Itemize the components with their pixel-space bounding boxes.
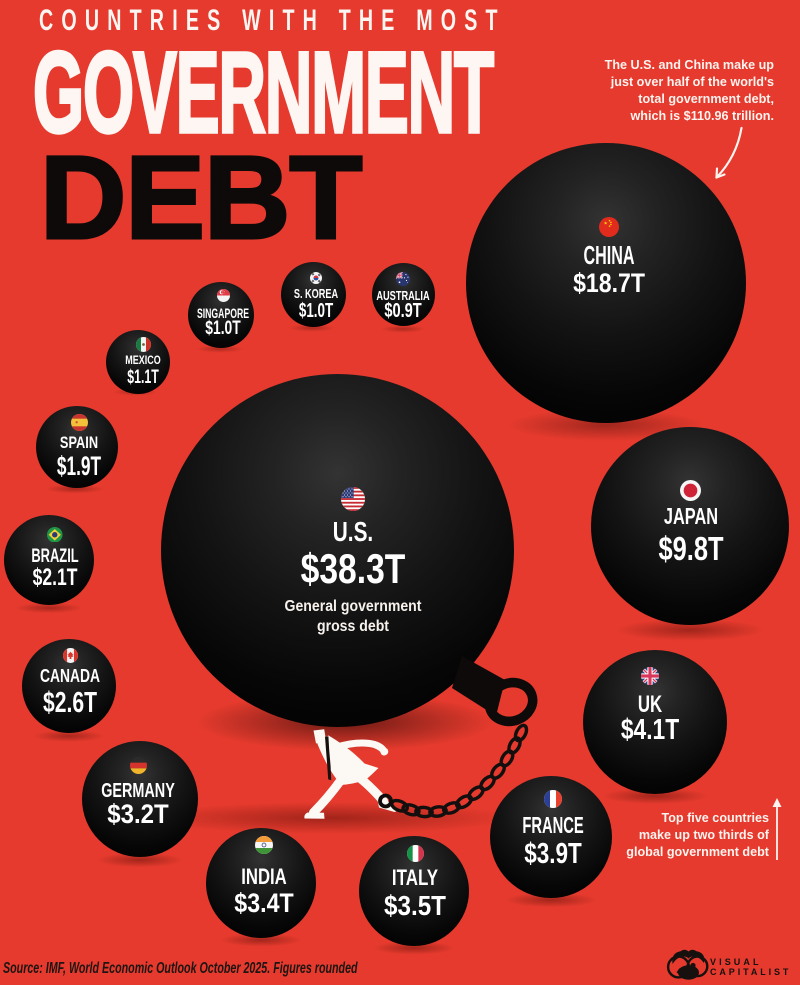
svg-text:CAPITALIST: CAPITALIST	[710, 967, 791, 977]
svg-text:VISUAL: VISUAL	[710, 957, 762, 967]
